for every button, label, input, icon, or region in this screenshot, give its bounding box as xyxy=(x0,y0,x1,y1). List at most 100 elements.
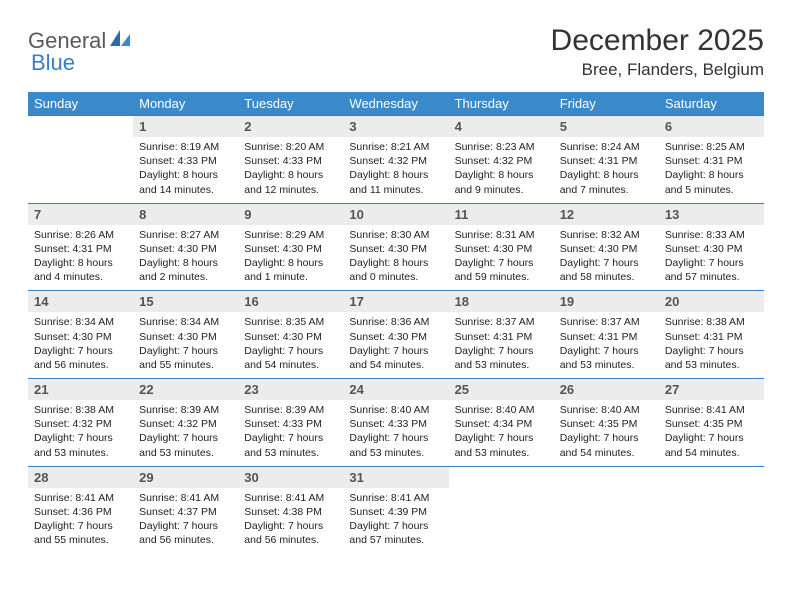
calendar-cell: 5Sunrise: 8:24 AMSunset: 4:31 PMDaylight… xyxy=(554,116,659,204)
daylight-text: Daylight: 8 hours and 4 minutes. xyxy=(34,256,127,284)
day-content: Sunrise: 8:34 AMSunset: 4:30 PMDaylight:… xyxy=(28,312,133,378)
calendar-cell: 9Sunrise: 8:29 AMSunset: 4:30 PMDaylight… xyxy=(238,203,343,291)
calendar-row: 14Sunrise: 8:34 AMSunset: 4:30 PMDayligh… xyxy=(28,291,764,379)
daylight-text: Daylight: 7 hours and 54 minutes. xyxy=(665,431,758,459)
day-content: Sunrise: 8:31 AMSunset: 4:30 PMDaylight:… xyxy=(449,225,554,291)
daylight-text: Daylight: 7 hours and 53 minutes. xyxy=(244,431,337,459)
day-content: Sunrise: 8:36 AMSunset: 4:30 PMDaylight:… xyxy=(343,312,448,378)
day-content: Sunrise: 8:20 AMSunset: 4:33 PMDaylight:… xyxy=(238,137,343,203)
sunset-text: Sunset: 4:30 PM xyxy=(349,330,442,344)
sunrise-text: Sunrise: 8:40 AM xyxy=(349,403,442,417)
sunset-text: Sunset: 4:39 PM xyxy=(349,505,442,519)
daylight-text: Daylight: 8 hours and 14 minutes. xyxy=(139,168,232,196)
sunset-text: Sunset: 4:30 PM xyxy=(244,330,337,344)
title-block: December 2025 Bree, Flanders, Belgium xyxy=(551,24,764,80)
daylight-text: Daylight: 7 hours and 56 minutes. xyxy=(244,519,337,547)
daylight-text: Daylight: 7 hours and 54 minutes. xyxy=(244,344,337,372)
sunset-text: Sunset: 4:30 PM xyxy=(34,330,127,344)
day-number: 12 xyxy=(554,204,659,225)
sunrise-text: Sunrise: 8:34 AM xyxy=(34,315,127,329)
calendar-cell: 16Sunrise: 8:35 AMSunset: 4:30 PMDayligh… xyxy=(238,291,343,379)
day-number: 29 xyxy=(133,467,238,488)
day-content: Sunrise: 8:37 AMSunset: 4:31 PMDaylight:… xyxy=(449,312,554,378)
day-content: Sunrise: 8:35 AMSunset: 4:30 PMDaylight:… xyxy=(238,312,343,378)
sunrise-text: Sunrise: 8:33 AM xyxy=(665,228,758,242)
weekday-header: Friday xyxy=(554,92,659,116)
calendar-cell: 7Sunrise: 8:26 AMSunset: 4:31 PMDaylight… xyxy=(28,203,133,291)
sunset-text: Sunset: 4:30 PM xyxy=(139,330,232,344)
day-number: 9 xyxy=(238,204,343,225)
sunset-text: Sunset: 4:31 PM xyxy=(665,330,758,344)
day-content: Sunrise: 8:29 AMSunset: 4:30 PMDaylight:… xyxy=(238,225,343,291)
day-number: 30 xyxy=(238,467,343,488)
calendar-head: SundayMondayTuesdayWednesdayThursdayFrid… xyxy=(28,92,764,116)
sunrise-text: Sunrise: 8:38 AM xyxy=(34,403,127,417)
daylight-text: Daylight: 7 hours and 53 minutes. xyxy=(455,344,548,372)
calendar-cell-empty xyxy=(554,466,659,553)
day-content: Sunrise: 8:40 AMSunset: 4:34 PMDaylight:… xyxy=(449,400,554,466)
day-number: 24 xyxy=(343,379,448,400)
day-content: Sunrise: 8:32 AMSunset: 4:30 PMDaylight:… xyxy=(554,225,659,291)
day-content: Sunrise: 8:19 AMSunset: 4:33 PMDaylight:… xyxy=(133,137,238,203)
day-content: Sunrise: 8:40 AMSunset: 4:33 PMDaylight:… xyxy=(343,400,448,466)
sunset-text: Sunset: 4:36 PM xyxy=(34,505,127,519)
calendar-body: 1Sunrise: 8:19 AMSunset: 4:33 PMDaylight… xyxy=(28,116,764,554)
day-number: 10 xyxy=(343,204,448,225)
sunrise-text: Sunrise: 8:20 AM xyxy=(244,140,337,154)
logo-sail-icon xyxy=(110,30,132,53)
sunrise-text: Sunrise: 8:32 AM xyxy=(560,228,653,242)
day-number: 5 xyxy=(554,116,659,137)
calendar-cell: 14Sunrise: 8:34 AMSunset: 4:30 PMDayligh… xyxy=(28,291,133,379)
sunset-text: Sunset: 4:30 PM xyxy=(665,242,758,256)
daylight-text: Daylight: 7 hours and 53 minutes. xyxy=(349,431,442,459)
sunrise-text: Sunrise: 8:39 AM xyxy=(244,403,337,417)
sunrise-text: Sunrise: 8:41 AM xyxy=(665,403,758,417)
sunset-text: Sunset: 4:32 PM xyxy=(455,154,548,168)
sunset-text: Sunset: 4:32 PM xyxy=(349,154,442,168)
day-number: 19 xyxy=(554,291,659,312)
day-content: Sunrise: 8:41 AMSunset: 4:35 PMDaylight:… xyxy=(659,400,764,466)
sunset-text: Sunset: 4:33 PM xyxy=(139,154,232,168)
sunset-text: Sunset: 4:30 PM xyxy=(139,242,232,256)
day-content: Sunrise: 8:27 AMSunset: 4:30 PMDaylight:… xyxy=(133,225,238,291)
calendar-cell: 28Sunrise: 8:41 AMSunset: 4:36 PMDayligh… xyxy=(28,466,133,553)
sunrise-text: Sunrise: 8:27 AM xyxy=(139,228,232,242)
sunrise-text: Sunrise: 8:23 AM xyxy=(455,140,548,154)
day-number: 26 xyxy=(554,379,659,400)
calendar-cell: 30Sunrise: 8:41 AMSunset: 4:38 PMDayligh… xyxy=(238,466,343,553)
daylight-text: Daylight: 8 hours and 0 minutes. xyxy=(349,256,442,284)
day-number: 3 xyxy=(343,116,448,137)
sunset-text: Sunset: 4:30 PM xyxy=(244,242,337,256)
calendar-cell: 1Sunrise: 8:19 AMSunset: 4:33 PMDaylight… xyxy=(133,116,238,204)
day-number: 2 xyxy=(238,116,343,137)
sunset-text: Sunset: 4:38 PM xyxy=(244,505,337,519)
calendar-cell-empty xyxy=(659,466,764,553)
sunrise-text: Sunrise: 8:19 AM xyxy=(139,140,232,154)
sunrise-text: Sunrise: 8:36 AM xyxy=(349,315,442,329)
day-number: 21 xyxy=(28,379,133,400)
daylight-text: Daylight: 8 hours and 2 minutes. xyxy=(139,256,232,284)
calendar-cell: 27Sunrise: 8:41 AMSunset: 4:35 PMDayligh… xyxy=(659,379,764,467)
calendar-row: 1Sunrise: 8:19 AMSunset: 4:33 PMDaylight… xyxy=(28,116,764,204)
sunset-text: Sunset: 4:31 PM xyxy=(560,154,653,168)
calendar-cell: 12Sunrise: 8:32 AMSunset: 4:30 PMDayligh… xyxy=(554,203,659,291)
daylight-text: Daylight: 7 hours and 57 minutes. xyxy=(665,256,758,284)
sunrise-text: Sunrise: 8:39 AM xyxy=(139,403,232,417)
logo-text-blue: Blue xyxy=(31,50,75,75)
sunrise-text: Sunrise: 8:41 AM xyxy=(139,491,232,505)
sunrise-text: Sunrise: 8:40 AM xyxy=(560,403,653,417)
calendar-cell: 3Sunrise: 8:21 AMSunset: 4:32 PMDaylight… xyxy=(343,116,448,204)
daylight-text: Daylight: 7 hours and 53 minutes. xyxy=(34,431,127,459)
day-number: 18 xyxy=(449,291,554,312)
sunrise-text: Sunrise: 8:30 AM xyxy=(349,228,442,242)
sunrise-text: Sunrise: 8:41 AM xyxy=(34,491,127,505)
logo-part2-wrap: Blue xyxy=(31,50,75,76)
day-content: Sunrise: 8:38 AMSunset: 4:31 PMDaylight:… xyxy=(659,312,764,378)
calendar-page: General December 2025 Bree, Flanders, Be… xyxy=(0,0,792,577)
calendar-cell: 23Sunrise: 8:39 AMSunset: 4:33 PMDayligh… xyxy=(238,379,343,467)
calendar-cell: 6Sunrise: 8:25 AMSunset: 4:31 PMDaylight… xyxy=(659,116,764,204)
weekday-header: Thursday xyxy=(449,92,554,116)
weekday-header: Wednesday xyxy=(343,92,448,116)
sunset-text: Sunset: 4:37 PM xyxy=(139,505,232,519)
day-number: 25 xyxy=(449,379,554,400)
